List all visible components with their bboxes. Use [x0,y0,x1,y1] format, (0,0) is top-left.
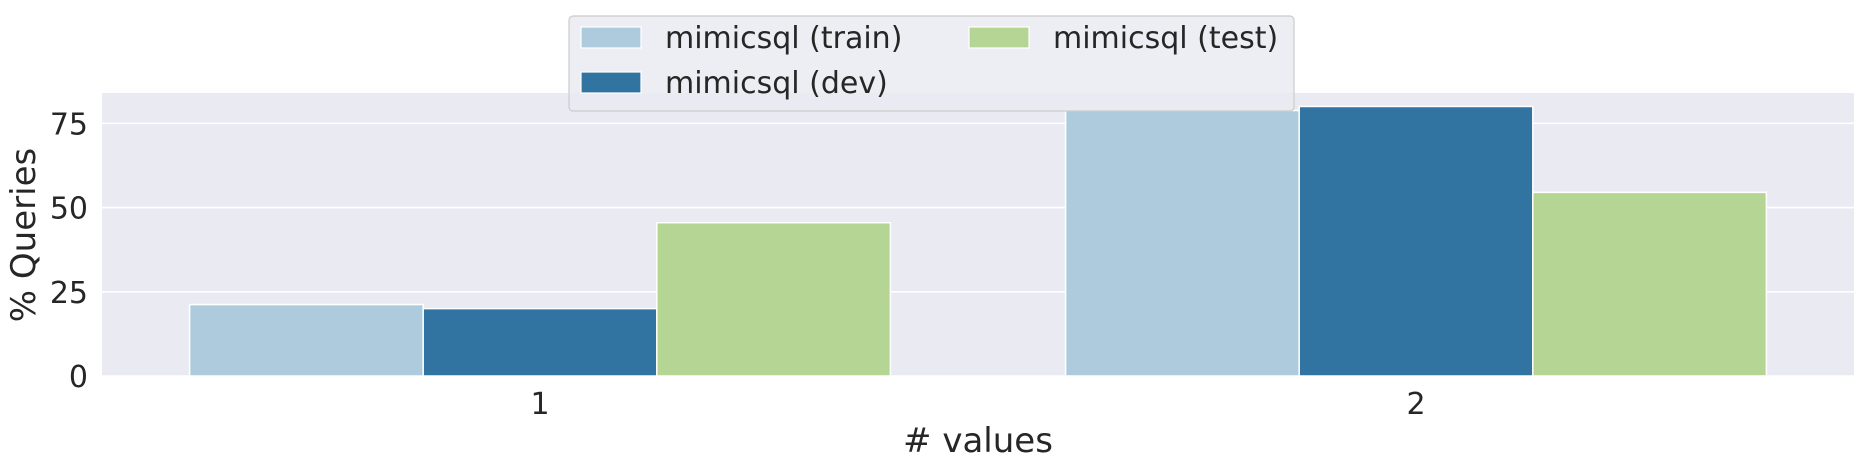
x-axis-label: # values [903,421,1053,461]
y-tick-label: 50 [50,192,88,227]
y-tick-label: 25 [50,276,88,311]
bar-mimicsql-train-cat-1 [188,303,424,377]
legend-frame [568,15,1295,112]
legend-label: mimicsql (dev) [665,66,888,101]
y-tick-label: 75 [50,107,88,142]
bar-mimicsql-dev-cat-2 [1298,105,1534,377]
legend-swatch [580,71,642,94]
bar-mimicsql-dev-cat-1 [422,307,658,377]
bar-mimicsql-test-cat-1 [656,221,892,377]
bars [188,105,1768,377]
x-tick-label: 2 [1406,387,1425,422]
legend-swatch [968,26,1030,49]
y-tick-label: 0 [69,360,88,395]
legend: mimicsql (train) mimicsql (dev) mimicsql (… [568,15,1295,112]
legend-label: mimicsql (test) [1053,21,1278,56]
y-axis-label: % Queries [4,148,44,322]
legend-swatch [580,26,642,49]
legend-label: mimicsql (train) [665,21,902,56]
bar-mimicsql-test-cat-2 [1532,191,1768,377]
y-tick-labels: 0 25 50 75 [50,107,88,395]
x-tick-label: 1 [530,387,549,422]
bar-mimicsql-train-cat-2 [1064,109,1300,377]
